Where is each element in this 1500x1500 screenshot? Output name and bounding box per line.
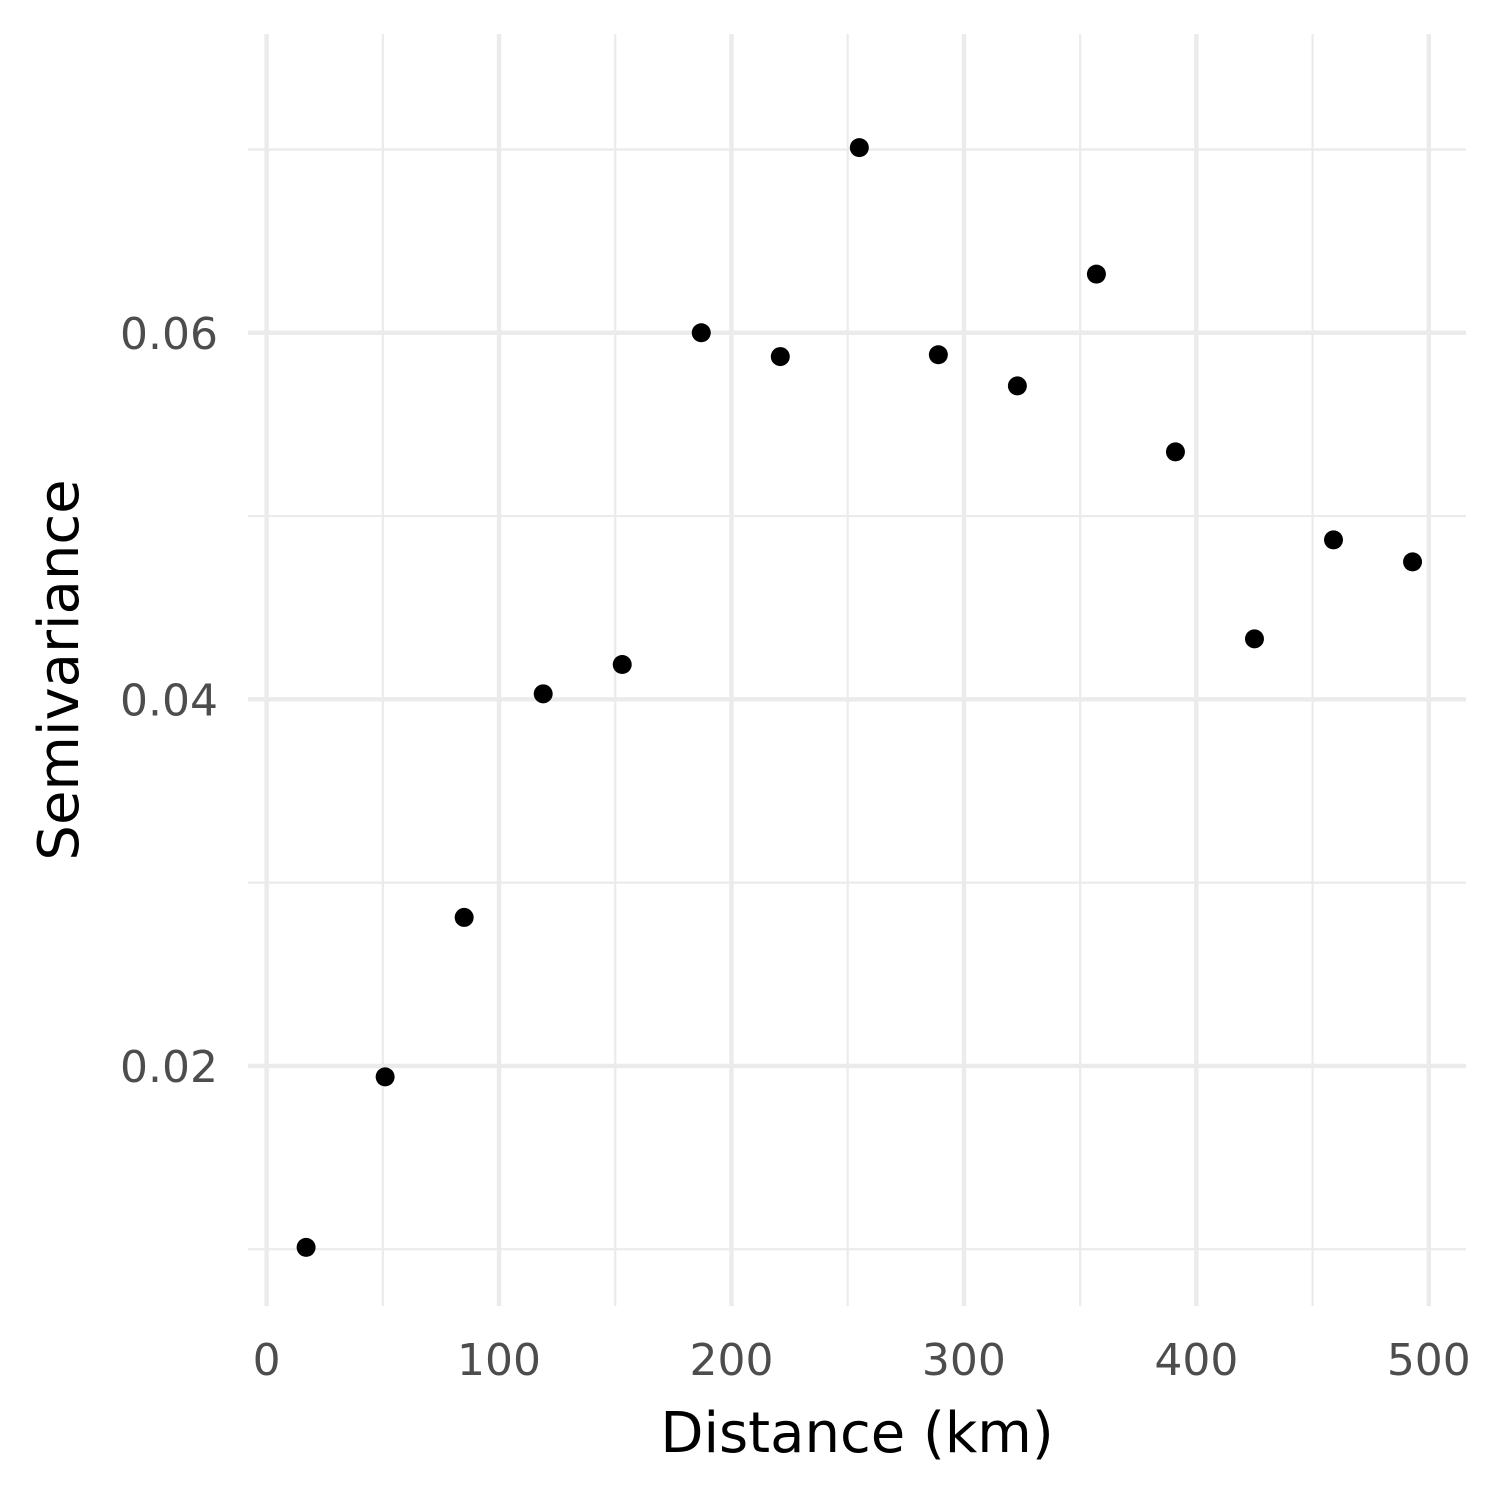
x-tick-label-3: 300 <box>922 1335 1006 1386</box>
data-point-4 <box>612 655 632 675</box>
data-point-6 <box>770 347 790 367</box>
y-tick-label-1: 0.04 <box>120 675 218 726</box>
x-axis-tick-labels: 0 100 200 300 400 500 <box>253 1335 1471 1386</box>
data-point-0 <box>296 1237 316 1257</box>
minor-gridlines <box>248 34 1466 1306</box>
y-tick-label-0: 0.02 <box>120 1042 218 1093</box>
x-tick-label-2: 200 <box>689 1335 773 1386</box>
data-points <box>296 138 1423 1257</box>
y-axis-title: Semivariance <box>27 479 92 860</box>
data-point-13 <box>1324 530 1344 550</box>
data-point-8 <box>928 345 948 365</box>
data-point-5 <box>691 323 711 343</box>
data-point-1 <box>375 1067 395 1087</box>
data-point-3 <box>533 684 553 704</box>
data-point-2 <box>454 907 474 927</box>
data-point-14 <box>1403 552 1423 572</box>
data-point-9 <box>1007 376 1027 396</box>
data-point-10 <box>1086 264 1106 284</box>
major-gridlines <box>248 34 1466 1306</box>
y-axis-tick-labels: 0.02 0.04 0.06 <box>120 309 218 1093</box>
data-point-7 <box>849 138 869 158</box>
x-tick-label-5: 500 <box>1387 1335 1471 1386</box>
x-axis-title: Distance (km) <box>660 1401 1053 1466</box>
y-tick-label-2: 0.06 <box>120 309 218 360</box>
x-tick-label-1: 100 <box>457 1335 541 1386</box>
x-tick-label-0: 0 <box>253 1335 281 1386</box>
x-tick-label-4: 400 <box>1154 1335 1238 1386</box>
data-point-12 <box>1244 629 1264 649</box>
data-point-11 <box>1165 442 1185 462</box>
